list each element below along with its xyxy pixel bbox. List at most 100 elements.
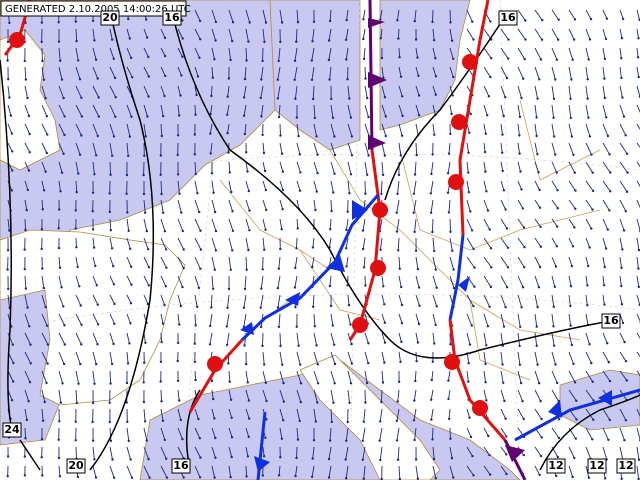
- wind-arrow-head: [329, 304, 333, 308]
- wind-arrow: [109, 123, 115, 137]
- wind-arrow-head: [62, 96, 65, 100]
- wind-arrow-head: [452, 476, 455, 479]
- wind-arrow: [24, 104, 30, 117]
- wind-arrow: [534, 9, 543, 21]
- wind-arrow: [194, 408, 199, 420]
- wind-arrow: [262, 161, 266, 172]
- wind-arrow: [262, 218, 267, 230]
- wind-arrow-head: [11, 150, 14, 153]
- wind-arrow-head: [346, 420, 349, 424]
- wind-arrow: [500, 256, 509, 268]
- wind-arrow-head: [311, 265, 314, 269]
- wind-arrow-head: [77, 382, 80, 385]
- wind-arrow: [619, 256, 622, 268]
- wind-arrow: [413, 180, 417, 194]
- wind-arrow: [568, 446, 575, 459]
- wind-arrow-head: [586, 78, 589, 81]
- wind-arrow-head: [520, 306, 523, 309]
- wind-arrow-head: [79, 304, 82, 307]
- wind-arrow: [534, 275, 540, 288]
- wind-arrow-head: [212, 191, 215, 194]
- warm-symbol: [472, 400, 488, 416]
- wind-arrow-head: [227, 77, 231, 80]
- wind-arrow-head: [435, 305, 438, 308]
- wind-arrow: [483, 275, 492, 288]
- wind-arrow-head: [450, 112, 453, 116]
- wind-arrow-head: [490, 266, 493, 269]
- wind-arrow: [228, 370, 231, 382]
- wind-arrow: [194, 161, 197, 174]
- wind-arrow: [75, 275, 80, 287]
- wind-arrow: [585, 9, 592, 20]
- wind-arrow-head: [231, 21, 235, 24]
- wind-arrow: [397, 389, 400, 402]
- wind-arrow: [364, 123, 370, 137]
- wind-arrow-head: [182, 267, 185, 270]
- wind-arrow: [568, 199, 576, 210]
- wind-arrow-head: [196, 192, 199, 195]
- wind-arrow: [177, 389, 180, 401]
- wind-arrow: [347, 294, 350, 306]
- wind-arrow: [534, 313, 538, 327]
- wind-arrow: [194, 465, 201, 478]
- wind-arrow-head: [11, 169, 14, 172]
- wind-arrow: [362, 28, 366, 40]
- wind-arrow-head: [164, 248, 168, 251]
- wind-arrow: [398, 142, 402, 156]
- wind-arrow: [380, 389, 383, 403]
- wind-arrow: [534, 389, 542, 402]
- wind-arrow: [466, 161, 469, 173]
- wind-arrow-head: [590, 153, 593, 156]
- wind-arrow: [226, 313, 230, 327]
- wind-arrow: [278, 47, 281, 61]
- wind-arrow-head: [160, 134, 163, 138]
- wind-arrow-head: [294, 266, 297, 270]
- wind-arrow: [177, 446, 184, 459]
- wind-arrow-head: [8, 96, 11, 99]
- wind-arrow: [347, 180, 350, 194]
- wind-arrow: [279, 199, 284, 210]
- wind-arrow-head: [242, 96, 246, 99]
- wind-arrow: [585, 85, 589, 99]
- wind-arrow-head: [468, 416, 471, 419]
- wind-arrow-head: [211, 287, 215, 290]
- wind-arrow: [602, 142, 610, 155]
- wind-arrow-head: [573, 381, 577, 384]
- wind-arrow-head: [194, 378, 197, 382]
- wind-arrow: [109, 256, 114, 267]
- wind-arrow: [398, 66, 402, 77]
- wind-arrow: [210, 104, 213, 115]
- wind-arrow: [500, 66, 508, 79]
- wind-arrow: [312, 85, 315, 100]
- wind-arrow-head: [587, 116, 590, 119]
- wind-arrow-head: [316, 363, 319, 366]
- wind-arrow-head: [569, 304, 572, 308]
- cold-front: [448, 234, 465, 321]
- wind-arrow-head: [625, 190, 629, 193]
- wind-arrow: [92, 28, 95, 41]
- wind-arrow-head: [591, 208, 594, 211]
- wind-arrow: [75, 180, 78, 193]
- isobar: [171, 11, 611, 359]
- wind-arrow: [109, 332, 114, 345]
- wind-arrow: [160, 66, 166, 77]
- wind-arrow: [585, 427, 593, 440]
- wind-arrow: [636, 275, 640, 287]
- wind-arrow: [364, 161, 368, 175]
- wind-arrow-head: [27, 169, 31, 172]
- wind-arrow-head: [279, 247, 282, 251]
- wind-arrow: [345, 237, 349, 249]
- wind-arrow-head: [361, 458, 364, 461]
- wind-arrow-head: [74, 20, 78, 23]
- wind-arrow-head: [281, 363, 284, 366]
- wind-arrow-head: [624, 210, 627, 213]
- wind-arrow: [160, 313, 164, 324]
- wind-arrow: [347, 161, 352, 175]
- wind-arrow-head: [199, 38, 202, 41]
- wind-arrow-head: [399, 360, 402, 364]
- wind-arrow: [330, 332, 335, 345]
- wind-arrow-head: [620, 37, 624, 40]
- wind-arrow-head: [298, 189, 302, 192]
- wind-arrow-head: [314, 420, 317, 423]
- isobar-label: 16: [603, 314, 619, 327]
